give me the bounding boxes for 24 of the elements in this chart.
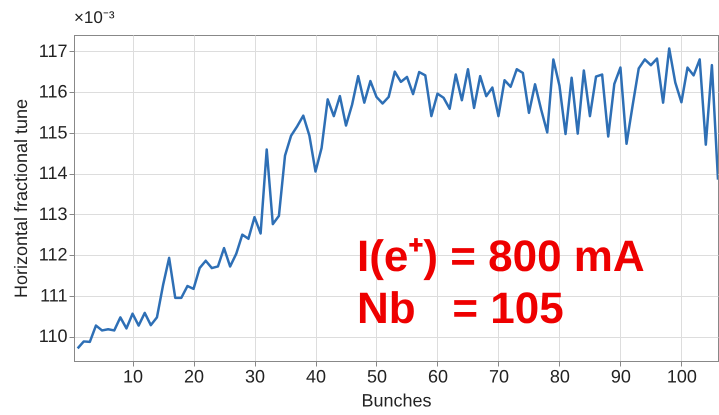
x-tick-label: 80 bbox=[550, 366, 570, 386]
y-tick-label: 110 bbox=[38, 326, 68, 346]
annotation: I(e⁺) = 800 mA bbox=[357, 232, 645, 281]
line-series bbox=[76, 47, 718, 350]
x-tick-label: 20 bbox=[184, 366, 204, 386]
y-tick-label: 112 bbox=[38, 244, 68, 265]
x-tick-label: 10 bbox=[123, 366, 144, 386]
y-tick-label: 116 bbox=[38, 82, 68, 102]
x-tick-label: 30 bbox=[245, 366, 266, 386]
y-axis-title: Horizontal fractional tune bbox=[10, 98, 31, 298]
text: ×10⁻³ bbox=[74, 8, 115, 27]
x-tick-label: 40 bbox=[306, 366, 326, 386]
y-tick-label: 115 bbox=[38, 122, 68, 142]
x-tick-label: 100 bbox=[666, 366, 697, 386]
y-tick-label: 117 bbox=[38, 40, 68, 61]
x-tick-label: 50 bbox=[366, 366, 387, 386]
x-tick-label: 90 bbox=[610, 366, 631, 386]
y-tick-label: 113 bbox=[38, 204, 68, 224]
y-tick-label: 111 bbox=[40, 285, 68, 306]
x-axis-title: Bunches bbox=[361, 390, 432, 410]
x-tick-label: 60 bbox=[428, 366, 448, 386]
x-tick-label: 70 bbox=[488, 366, 509, 386]
y-tick-label: 114 bbox=[38, 163, 68, 184]
annotation: Nb = 105 bbox=[357, 284, 564, 333]
